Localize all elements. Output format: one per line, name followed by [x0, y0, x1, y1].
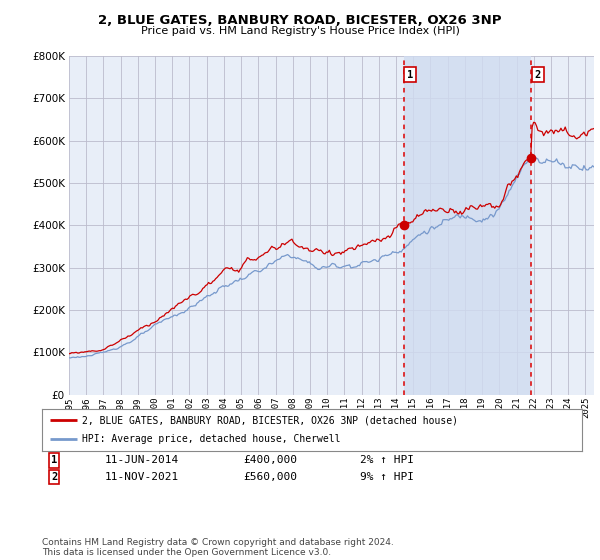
Text: 2: 2: [51, 472, 57, 482]
Text: 11-JUN-2014: 11-JUN-2014: [105, 455, 179, 465]
Text: Price paid vs. HM Land Registry's House Price Index (HPI): Price paid vs. HM Land Registry's House …: [140, 26, 460, 36]
Text: 1: 1: [51, 455, 57, 465]
Text: £400,000: £400,000: [243, 455, 297, 465]
Text: Contains HM Land Registry data © Crown copyright and database right 2024.
This d: Contains HM Land Registry data © Crown c…: [42, 538, 394, 557]
Text: 2% ↑ HPI: 2% ↑ HPI: [360, 455, 414, 465]
Bar: [404, 56, 532, 395]
Text: 1: 1: [407, 69, 413, 80]
Text: 11-NOV-2021: 11-NOV-2021: [105, 472, 179, 482]
Text: HPI: Average price, detached house, Cherwell: HPI: Average price, detached house, Cher…: [83, 435, 341, 445]
Text: 2, BLUE GATES, BANBURY ROAD, BICESTER, OX26 3NP (detached house): 2, BLUE GATES, BANBURY ROAD, BICESTER, O…: [83, 415, 458, 425]
Text: 2, BLUE GATES, BANBURY ROAD, BICESTER, OX26 3NP: 2, BLUE GATES, BANBURY ROAD, BICESTER, O…: [98, 14, 502, 27]
Text: £560,000: £560,000: [243, 472, 297, 482]
Text: 2: 2: [535, 69, 541, 80]
Text: 9% ↑ HPI: 9% ↑ HPI: [360, 472, 414, 482]
